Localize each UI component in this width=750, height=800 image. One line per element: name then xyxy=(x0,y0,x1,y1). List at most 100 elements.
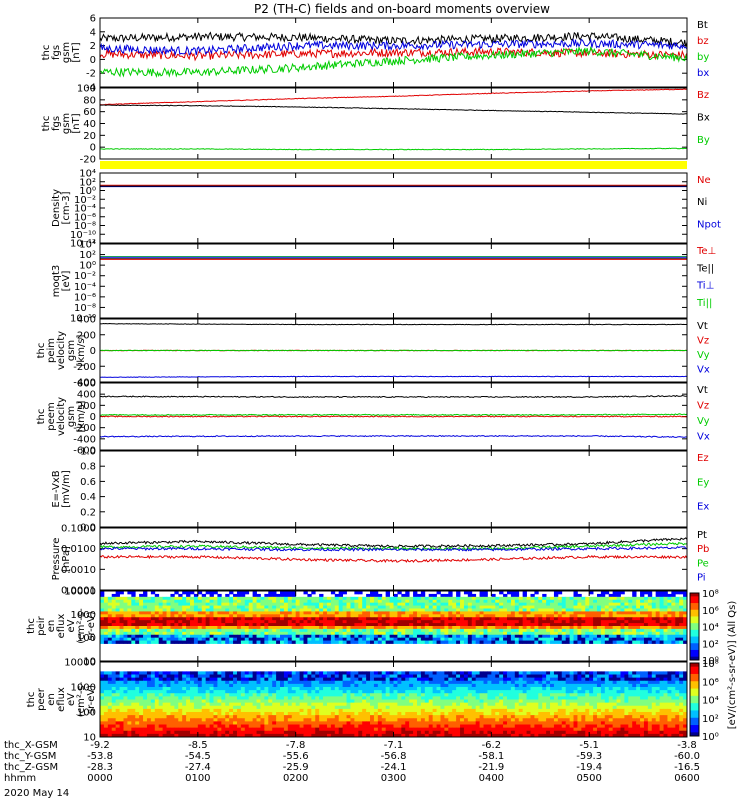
spectrogram-cell xyxy=(178,593,183,598)
spectrogram-cell xyxy=(424,671,430,675)
spectrogram-cell xyxy=(103,687,109,691)
spectrogram-cell xyxy=(311,640,316,644)
spectrogram-cell xyxy=(291,617,297,621)
spectrogram-cell xyxy=(460,702,465,707)
spectrogram-cell xyxy=(280,596,285,601)
spectrogram-cell xyxy=(514,623,520,627)
spectrogram-cell xyxy=(640,617,645,621)
spectrogram-cell xyxy=(190,671,195,675)
spectrogram-cell xyxy=(326,702,332,707)
spectrogram-cell xyxy=(428,674,434,679)
spectrogram-cell xyxy=(127,712,132,716)
spectrogram-cell xyxy=(358,591,363,595)
spectrogram-cell xyxy=(503,693,508,697)
spectrogram-cell xyxy=(389,708,394,713)
spectrogram-cell xyxy=(573,602,578,606)
spectrogram-cell xyxy=(150,696,156,700)
spectrogram-cell xyxy=(127,611,132,615)
spectrogram-cell xyxy=(413,617,418,621)
spectrogram-cell xyxy=(675,687,680,691)
spectrogram-cell xyxy=(381,634,387,639)
spectrogram-cell xyxy=(264,626,269,630)
spectrogram-cell xyxy=(326,605,332,609)
spectrogram-cell xyxy=(636,599,641,604)
spectrogram-cell xyxy=(143,634,148,639)
spectrogram-cell xyxy=(319,608,324,612)
spectrogram-cell xyxy=(534,687,539,691)
spectrogram-cell xyxy=(471,596,477,601)
spectrogram-cell xyxy=(111,708,117,713)
spectrogram-cell xyxy=(596,631,602,636)
legend-vt: Vt xyxy=(697,385,708,396)
spectrogram-cell xyxy=(295,712,300,716)
spectrogram-cell xyxy=(209,640,214,644)
spectrogram-cell xyxy=(201,702,207,707)
spectrogram-cell xyxy=(170,677,175,682)
spectrogram-cell xyxy=(107,623,113,627)
spectrogram-cell xyxy=(346,599,351,604)
spectrogram-cell xyxy=(471,699,477,704)
spectrogram-cell xyxy=(683,623,688,627)
spectrogram-cell xyxy=(647,680,653,685)
spectrogram-cell xyxy=(413,683,418,688)
spectrogram-cell xyxy=(201,699,207,704)
spectrogram-cell xyxy=(100,637,105,641)
spectrogram-cell xyxy=(581,623,586,627)
spectrogram-cell xyxy=(291,596,297,601)
spectrogram-cell xyxy=(663,611,668,615)
spectrogram-cell xyxy=(401,696,406,700)
spectrogram-cell xyxy=(143,605,148,609)
spectrogram-cell xyxy=(154,702,160,707)
spectrogram-cell xyxy=(577,687,582,691)
spectrogram-cell xyxy=(420,611,426,615)
spectrogram-cell xyxy=(213,634,218,639)
spectrogram-cell xyxy=(303,591,308,595)
spectrogram-cell xyxy=(115,628,120,633)
spectrogram-cell xyxy=(405,708,410,713)
spectrogram-cell xyxy=(526,634,531,639)
spectrogram-cell xyxy=(350,702,355,707)
spectrogram-cell xyxy=(315,687,320,691)
spectrogram-cell xyxy=(538,671,543,675)
spectrogram-cell xyxy=(416,671,422,675)
spectrogram-cell xyxy=(561,683,567,688)
spectrogram-cell xyxy=(683,593,688,598)
spectrogram-cell xyxy=(424,687,430,691)
spectrogram-cell xyxy=(679,708,684,713)
spectrogram-cell xyxy=(624,693,629,697)
spectrogram-cell xyxy=(424,602,430,606)
spectrogram-cell xyxy=(166,605,171,609)
spectrogram-cell xyxy=(209,683,214,688)
spectrogram-cell xyxy=(561,617,567,621)
spectrogram-cell xyxy=(620,608,625,612)
spectrogram-cell xyxy=(276,599,281,604)
spectrogram-cell xyxy=(577,608,582,612)
spectrogram-cell xyxy=(569,634,574,639)
spectrogram-cell xyxy=(139,628,144,633)
spectrogram-cell xyxy=(201,693,207,697)
spectrogram-cell xyxy=(432,620,437,624)
spectrogram-cell xyxy=(154,696,160,700)
spectrogram-cell xyxy=(100,712,105,716)
spectrogram-cell xyxy=(119,690,124,694)
spectrogram-cell xyxy=(424,674,430,679)
spectrogram-cell xyxy=(240,596,246,601)
spectrogram-cell xyxy=(667,696,672,700)
spectrogram-cell xyxy=(193,674,199,679)
spectrogram-cell xyxy=(229,611,234,615)
spectrogram-cell xyxy=(209,696,214,700)
spectrogram-cell xyxy=(346,614,351,618)
spectrogram-cell xyxy=(193,634,199,639)
spectrogram-cell xyxy=(385,671,390,675)
spectrogram-cell xyxy=(123,596,128,601)
spectrogram-cell xyxy=(671,705,676,710)
spectrogram-cell xyxy=(127,614,132,618)
spectrogram-cell xyxy=(217,608,222,612)
spectrogram-cell xyxy=(640,593,645,598)
spectrogram-cell xyxy=(276,593,281,598)
spectrogram-cell xyxy=(456,599,461,604)
spectrogram-cell xyxy=(115,687,120,691)
spectrogram-cell xyxy=(323,634,328,639)
spectrogram-cell xyxy=(416,596,422,601)
spectrogram-cell xyxy=(217,683,222,688)
